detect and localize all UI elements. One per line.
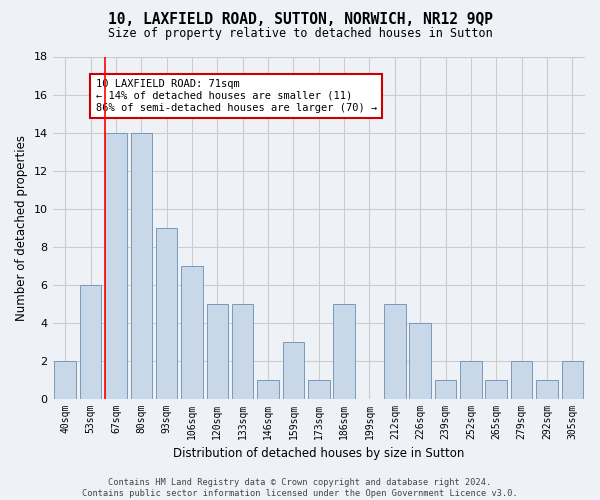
X-axis label: Distribution of detached houses by size in Sutton: Distribution of detached houses by size … [173, 447, 464, 460]
Bar [308, 380, 329, 398]
Bar [409, 322, 431, 398]
Text: 10, LAXFIELD ROAD, SUTTON, NORWICH, NR12 9QP: 10, LAXFIELD ROAD, SUTTON, NORWICH, NR12… [107, 12, 493, 28]
Bar [80, 284, 101, 399]
Bar [206, 304, 228, 398]
Bar [131, 132, 152, 398]
Text: 10 LAXFIELD ROAD: 71sqm
← 14% of detached houses are smaller (11)
86% of semi-de: 10 LAXFIELD ROAD: 71sqm ← 14% of detache… [95, 80, 377, 112]
Bar [536, 380, 558, 398]
Bar [181, 266, 203, 398]
Bar [485, 380, 507, 398]
Bar [384, 304, 406, 398]
Bar [511, 360, 532, 399]
Bar [105, 132, 127, 398]
Bar [55, 360, 76, 399]
Bar [334, 304, 355, 398]
Bar [232, 304, 253, 398]
Y-axis label: Number of detached properties: Number of detached properties [15, 134, 28, 320]
Bar [435, 380, 457, 398]
Bar [460, 360, 482, 399]
Bar [283, 342, 304, 398]
Bar [156, 228, 178, 398]
Text: Contains HM Land Registry data © Crown copyright and database right 2024.
Contai: Contains HM Land Registry data © Crown c… [82, 478, 518, 498]
Bar [257, 380, 279, 398]
Text: Size of property relative to detached houses in Sutton: Size of property relative to detached ho… [107, 28, 493, 40]
Bar [562, 360, 583, 399]
